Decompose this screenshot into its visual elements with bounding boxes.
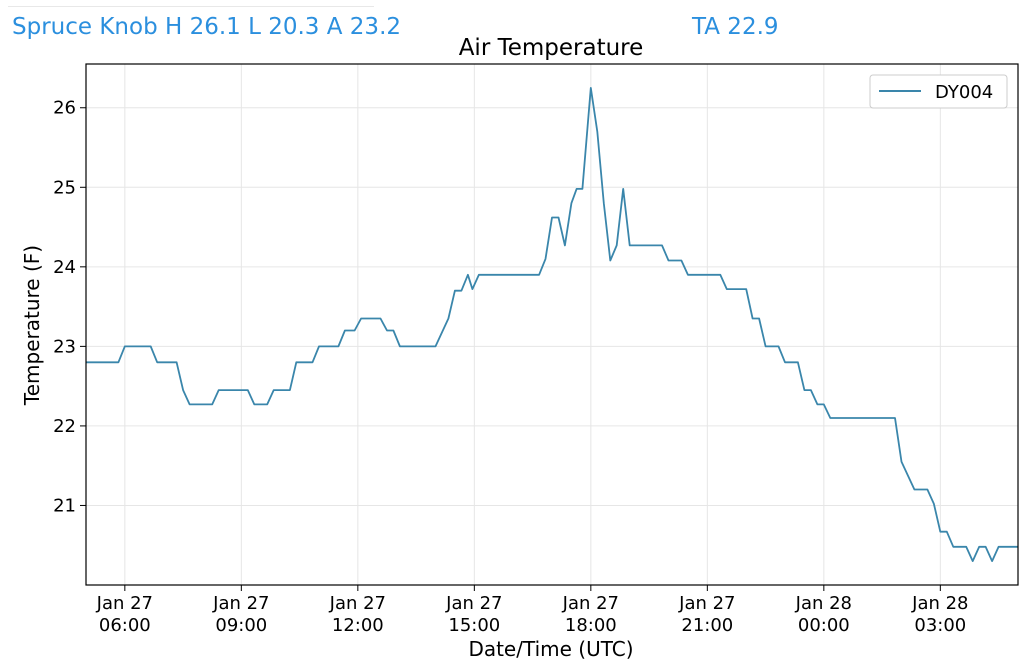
legend-box bbox=[869, 74, 1008, 109]
header-divider bbox=[8, 6, 374, 7]
x-tick-label-7: Jan 28 03:00 bbox=[911, 593, 968, 636]
x-tick-label-0: Jan 27 06:00 bbox=[96, 593, 153, 636]
x-tick-label-1: Jan 27 09:00 bbox=[212, 593, 269, 636]
x-tick-label-4: Jan 27 18:00 bbox=[562, 593, 619, 636]
x-tick-label-3: Jan 27 15:00 bbox=[445, 593, 502, 636]
tick-layer: 21 22 23 24 25 26 Jan 27 06:00 Jan 27 09:00 Jan 27… bbox=[53, 98, 968, 636]
y-tick-label-23: 23 bbox=[53, 336, 76, 357]
legend-label-dy004: DY004 bbox=[935, 82, 993, 103]
y-tick-label-22: 22 bbox=[53, 416, 76, 437]
y-tick-label-25: 25 bbox=[53, 177, 76, 198]
ta-readout: TA 22.9 bbox=[692, 14, 779, 40]
x-tick-label-6: Jan 28 00:00 bbox=[795, 593, 852, 636]
plot-frame bbox=[85, 63, 1019, 586]
chart-title: Air Temperature bbox=[459, 35, 644, 61]
y-tick-label-21: 21 bbox=[53, 495, 76, 516]
y-axis-title: Temperature (F) bbox=[20, 245, 44, 406]
series-layer bbox=[86, 87, 1018, 562]
x-tick-label-5: Jan 27 21:00 bbox=[678, 593, 735, 636]
grid-layer bbox=[86, 64, 1018, 585]
y-tick-label-26: 26 bbox=[53, 98, 76, 119]
series-line-dy004 bbox=[86, 87, 1018, 562]
y-tick-label-24: 24 bbox=[53, 257, 76, 278]
station-summary: Spruce Knob H 26.1 L 20.3 A 23.2 bbox=[12, 14, 402, 40]
legend: DY004 bbox=[869, 74, 1008, 109]
x-axis-title: Date/Time (UTC) bbox=[468, 637, 633, 661]
x-tick-label-2: Jan 27 12:00 bbox=[329, 593, 386, 636]
